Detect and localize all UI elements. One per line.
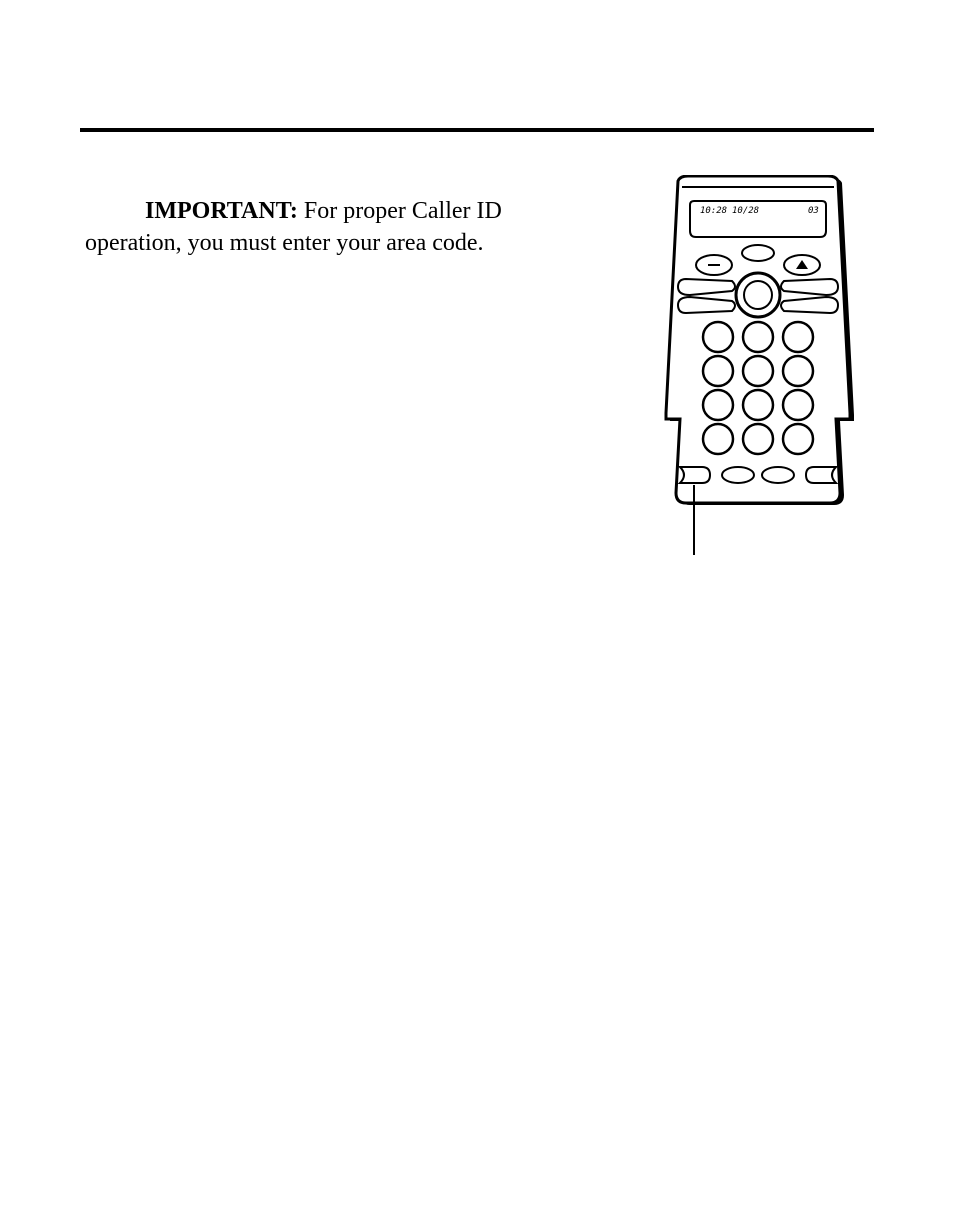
vol-down-button	[696, 255, 732, 275]
horizontal-rule	[80, 128, 874, 132]
vol-up-button	[784, 255, 820, 275]
lcd-text-right: 03	[808, 206, 819, 216]
page: IMPORTANT: For proper Caller ID operatio…	[0, 0, 954, 1215]
important-label: IMPORTANT:	[145, 198, 298, 224]
top-pill-button	[742, 245, 774, 261]
body-text: IMPORTANT: For proper Caller ID operatio…	[85, 195, 525, 260]
lcd-text-mid: 10/28	[732, 206, 759, 216]
lcd-text-left: 10:28	[700, 206, 727, 216]
nav-ring-inner	[744, 281, 772, 309]
sentence-part-2: operation, you must enter your area code…	[85, 230, 484, 256]
handset-svg: 10:28 10/28 03	[640, 175, 880, 575]
handset-illustration: 10:28 10/28 03	[640, 175, 880, 575]
sentence-part-1: For proper Caller ID	[298, 198, 502, 224]
